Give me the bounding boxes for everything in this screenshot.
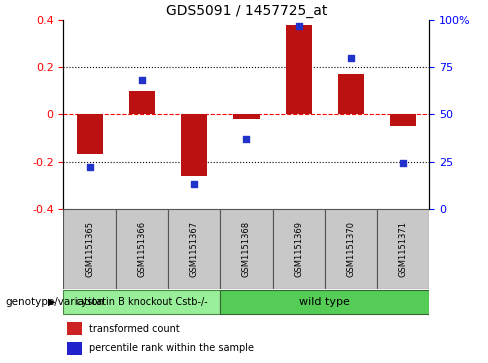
Bar [325,209,377,289]
Bar [77,114,102,154]
Bar [220,290,429,314]
Text: GSM1151370: GSM1151370 [346,221,356,277]
Bar [377,209,429,289]
Point [86,164,94,170]
Bar [285,25,312,114]
Bar [63,209,116,289]
Bar [63,290,220,314]
Text: genotype/variation: genotype/variation [5,297,104,307]
Point [399,160,407,166]
Bar [116,209,168,289]
Bar [220,209,273,289]
Point [347,55,355,61]
Point [138,77,146,83]
Point [243,136,250,142]
Text: GSM1151367: GSM1151367 [190,221,199,277]
Bar [129,91,155,114]
Bar [338,74,364,114]
Bar [233,114,260,119]
Text: GSM1151371: GSM1151371 [399,221,408,277]
Text: cystatin B knockout Cstb-/-: cystatin B knockout Cstb-/- [76,297,208,307]
Text: wild type: wild type [300,297,350,307]
Bar [67,342,82,355]
Text: GSM1151366: GSM1151366 [137,221,146,277]
Bar [181,114,207,176]
Text: GSM1151368: GSM1151368 [242,221,251,277]
Bar [273,209,325,289]
Point [190,181,198,187]
Text: percentile rank within the sample: percentile rank within the sample [89,343,254,354]
Bar [390,114,416,126]
Bar [67,322,82,335]
Text: GSM1151365: GSM1151365 [85,221,94,277]
Title: GDS5091 / 1457725_at: GDS5091 / 1457725_at [166,4,327,17]
Text: ▶: ▶ [47,297,55,307]
Bar [168,209,220,289]
Text: transformed count: transformed count [89,324,180,334]
Point [295,23,303,29]
Text: GSM1151369: GSM1151369 [294,221,303,277]
